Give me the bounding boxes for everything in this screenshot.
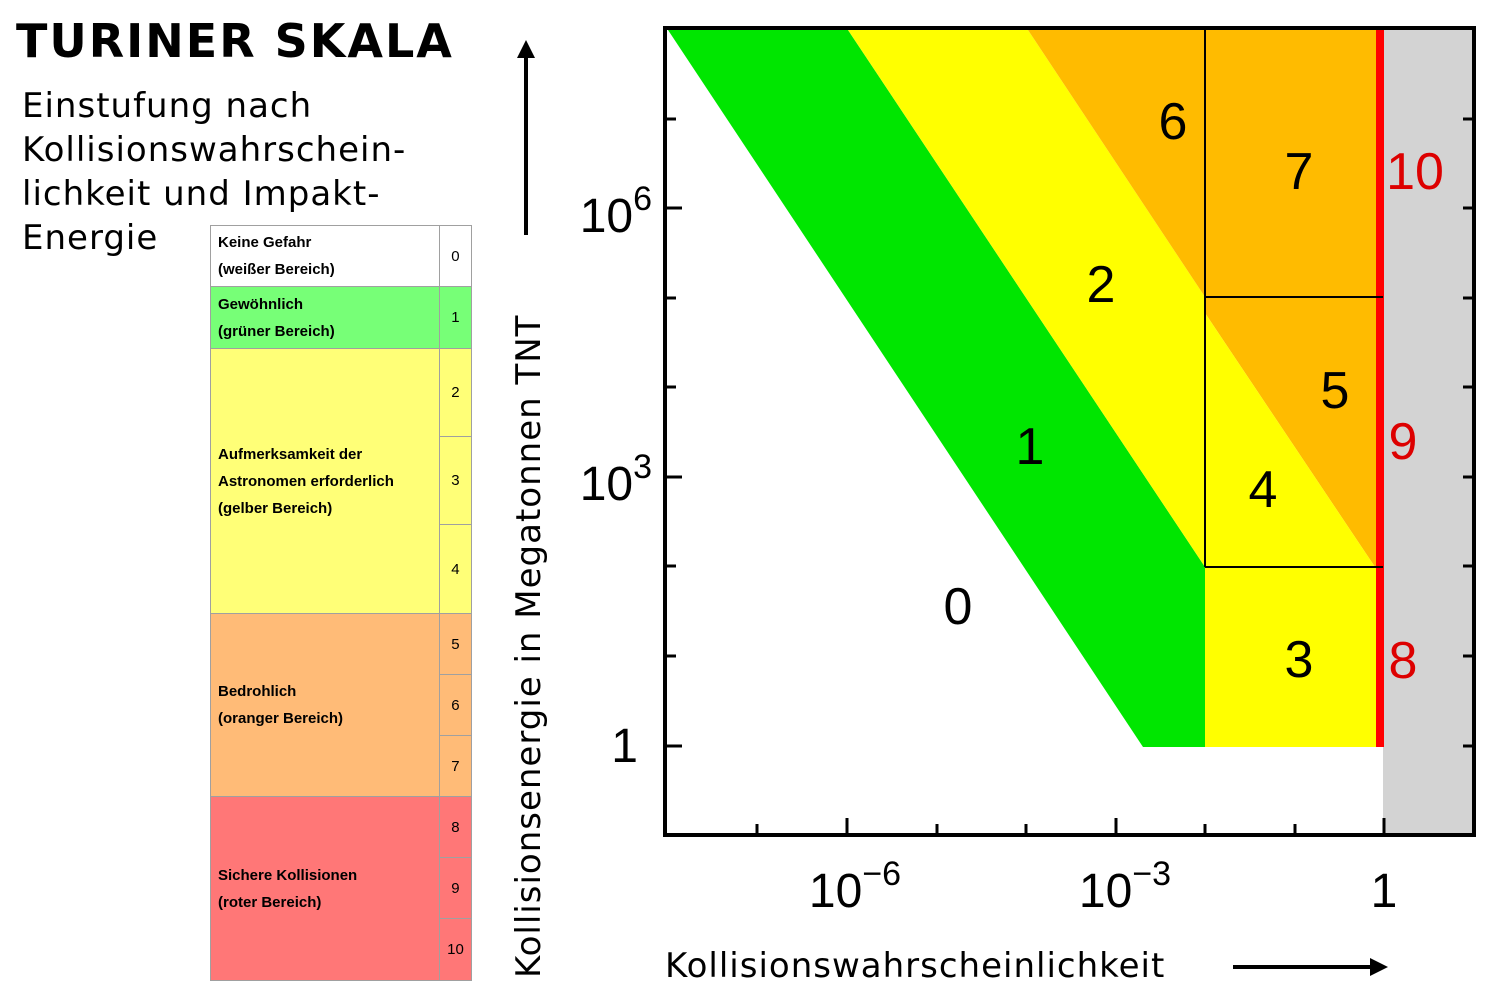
legend-level: 6 bbox=[438, 674, 473, 736]
tick-exponent: 3 bbox=[633, 448, 652, 486]
subtitle-line: Kollisionswahrschein- bbox=[22, 130, 407, 170]
tick-exponent: −3 bbox=[1132, 855, 1171, 893]
legend-desc-green: Gewöhnlich (grüner Bereich) bbox=[210, 286, 440, 349]
legend-text: (weißer Bereich) bbox=[218, 261, 335, 278]
legend-row-yellow: 4 bbox=[211, 524, 473, 614]
legend-level: 2 bbox=[438, 348, 473, 437]
region-label-9: 9 bbox=[1389, 413, 1418, 471]
legend-text: Sichere Kollisionen bbox=[218, 866, 358, 884]
legend-text: Keine Gefahr bbox=[218, 234, 312, 251]
legend-text: (grüner Bereich) bbox=[218, 322, 335, 340]
region-labels: 0 1 2 3 4 5 6 7 8 9 10 bbox=[944, 93, 1444, 690]
legend-row-orange: Bedrohlich (oranger Bereich) 5 bbox=[210, 613, 473, 797]
region-label-1: 1 bbox=[1016, 418, 1045, 476]
gray-region bbox=[1383, 30, 1473, 835]
page-title: TURINER SKALA bbox=[16, 14, 454, 68]
legend-row-red: 10 bbox=[211, 918, 473, 981]
tick-base: 10 bbox=[1079, 865, 1132, 918]
tick-base: 10 bbox=[580, 190, 633, 243]
legend-row-red: 9 bbox=[211, 857, 473, 919]
legend-desc-white: Keine Gefahr (weißer Bereich) bbox=[210, 225, 440, 287]
subtitle-line: Energie bbox=[22, 218, 159, 258]
x-ticks bbox=[755, 818, 1386, 835]
region-label-4: 4 bbox=[1249, 461, 1278, 519]
legend-row-yellow: 3 bbox=[211, 436, 473, 525]
yellow-region-4 bbox=[1205, 313, 1375, 567]
y-tick-label: 106 bbox=[580, 180, 652, 243]
region-label-8: 8 bbox=[1389, 632, 1418, 690]
region-label-0: 0 bbox=[944, 578, 973, 636]
x-axis-label: Kollisionswahrscheinlichkeit bbox=[665, 946, 1165, 986]
legend-text: Bedrohlich bbox=[218, 683, 297, 700]
tick-base: 1 bbox=[611, 720, 638, 773]
legend-text: (roter Bereich) bbox=[218, 893, 322, 911]
legend-text: (oranger Bereich) bbox=[218, 710, 344, 727]
legend-level: 10 bbox=[438, 918, 473, 981]
y-tick-labels: 106 103 1 bbox=[580, 180, 652, 773]
region-label-3: 3 bbox=[1285, 631, 1314, 689]
legend-desc-orange: Bedrohlich (oranger Bereich) bbox=[210, 613, 440, 797]
region-boxes bbox=[1204, 30, 1383, 568]
legend-text: Aufmerksamkeit der bbox=[218, 445, 363, 463]
chart-frame bbox=[663, 26, 1476, 837]
orange-region-5 bbox=[1205, 297, 1380, 567]
legend-text: (gelber Bereich) bbox=[218, 499, 333, 517]
subtitle-line: lichkeit und Impakt- bbox=[22, 174, 381, 214]
y-axis-arrow bbox=[517, 40, 535, 235]
x-tick-label: 1 bbox=[1371, 865, 1398, 918]
subtitle-line: Einstufung nach bbox=[22, 86, 313, 126]
legend-table: Keine Gefahr (weißer Bereich) 0 Gewöhnli… bbox=[210, 225, 473, 981]
tick-base: 10 bbox=[580, 458, 633, 511]
legend-level: 4 bbox=[438, 524, 473, 614]
legend-level: 5 bbox=[438, 613, 473, 675]
x-tick-labels: 10−6 10−3 1 bbox=[809, 855, 1397, 918]
yellow-region bbox=[848, 30, 1205, 567]
region-label-10: 10 bbox=[1386, 143, 1444, 201]
legend-desc-red: Sichere Kollisionen (roter Bereich) bbox=[210, 796, 440, 981]
orange-region-7 bbox=[1205, 30, 1380, 297]
legend-level: 3 bbox=[438, 436, 473, 525]
legend-desc-yellow: Aufmerksamkeit der Astronomen erforderli… bbox=[210, 348, 440, 614]
green-region bbox=[668, 30, 1205, 747]
legend-level: 9 bbox=[438, 857, 473, 919]
legend-row-green: Gewöhnlich (grüner Bereich) 1 bbox=[210, 286, 473, 349]
y-ticks-right bbox=[1463, 117, 1474, 748]
x-tick-label: 10−3 bbox=[1079, 855, 1171, 918]
legend-level: 8 bbox=[438, 796, 473, 858]
legend-row-white: Keine Gefahr (weißer Bereich) 0 bbox=[210, 225, 473, 287]
tick-base: 10 bbox=[809, 865, 862, 918]
y-tick-label: 103 bbox=[580, 448, 652, 511]
legend-text: Astronomen erforderlich bbox=[218, 472, 394, 490]
legend-row-yellow: Aufmerksamkeit der Astronomen erforderli… bbox=[210, 348, 473, 614]
legend-row-orange: 6 bbox=[211, 674, 473, 736]
arrow-head-icon bbox=[517, 40, 535, 58]
subtitle: Einstufung nach Kollisionswahrschein- li… bbox=[22, 84, 492, 260]
legend-level: 7 bbox=[438, 735, 473, 797]
legend-row-orange: 7 bbox=[211, 735, 473, 797]
legend-level: 0 bbox=[438, 225, 473, 287]
y-ticks bbox=[665, 117, 682, 748]
region-label-7: 7 bbox=[1285, 143, 1314, 201]
red-line bbox=[1376, 30, 1384, 747]
arrow-head-icon bbox=[1370, 958, 1388, 976]
y-tick-label: 1 bbox=[611, 720, 638, 773]
legend-text: Gewöhnlich bbox=[218, 295, 304, 313]
legend-row-red: Sichere Kollisionen (roter Bereich) 8 bbox=[210, 796, 473, 981]
legend-level: 1 bbox=[438, 286, 473, 349]
region-label-6: 6 bbox=[1159, 93, 1188, 151]
tick-exponent: −6 bbox=[862, 855, 901, 893]
yellow-region-3 bbox=[1205, 567, 1380, 747]
region-label-2: 2 bbox=[1087, 256, 1116, 314]
tick-base: 1 bbox=[1371, 865, 1398, 918]
tick-exponent: 6 bbox=[633, 180, 652, 218]
y-axis-label: Kollisionsenergie in Megatonnen TNT bbox=[509, 315, 549, 978]
region-label-5: 5 bbox=[1321, 362, 1350, 420]
x-axis-arrow bbox=[1233, 958, 1388, 976]
x-tick-label: 10−6 bbox=[809, 855, 901, 918]
orange-region-6 bbox=[1028, 30, 1205, 297]
